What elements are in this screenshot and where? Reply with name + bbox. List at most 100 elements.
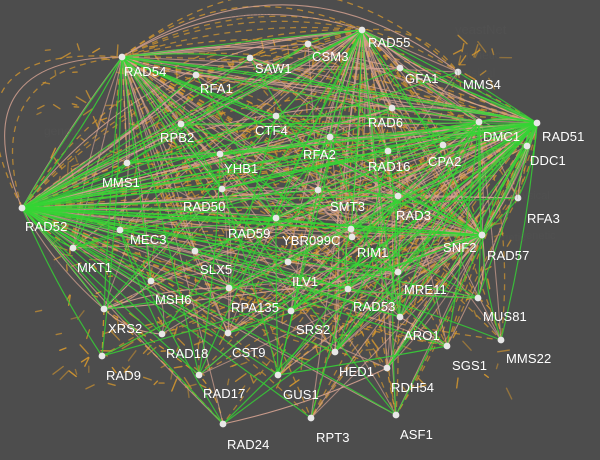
edge-genetic (458, 55, 467, 66)
graph-node[interactable] (394, 192, 402, 200)
edge-genetic (402, 124, 408, 130)
graph-node[interactable] (443, 342, 451, 350)
edge-genetic (52, 103, 61, 110)
graph-node[interactable] (18, 204, 26, 212)
graph-node[interactable] (514, 194, 522, 202)
edge-genetic (374, 350, 381, 364)
graph-node[interactable] (474, 294, 482, 302)
edge-yeastnet (481, 122, 538, 236)
edge-genetic (458, 55, 462, 66)
edge-yeastnet (21, 207, 352, 230)
graph-node[interactable] (246, 54, 254, 62)
graph-node[interactable] (219, 420, 227, 428)
edge-yeastnet (21, 207, 163, 335)
edge-genetic (121, 15, 459, 73)
graph-node[interactable] (147, 277, 155, 285)
graph-node[interactable] (191, 247, 199, 255)
edge-genetic (123, 365, 131, 373)
graph-node[interactable] (224, 329, 232, 337)
edge-physical (275, 115, 353, 238)
graph-node[interactable] (384, 147, 392, 155)
edge-genetic (399, 122, 538, 318)
graph-node[interactable] (348, 233, 356, 241)
edge-genetic (417, 384, 427, 388)
graph-node[interactable] (69, 244, 77, 252)
graph-node[interactable] (287, 307, 295, 315)
graph-node[interactable] (274, 371, 282, 379)
graph-node[interactable] (358, 26, 366, 34)
graph-node[interactable] (272, 112, 280, 120)
graph-node[interactable] (394, 268, 402, 276)
graph-node[interactable] (98, 352, 106, 360)
graph-node[interactable] (195, 371, 203, 379)
graph-node[interactable] (158, 330, 166, 338)
edge-yeastnet (21, 150, 389, 209)
graph-node[interactable] (439, 141, 447, 149)
graph-node[interactable] (284, 258, 292, 266)
edge-yeastnet (329, 136, 483, 236)
edge-genetic (484, 266, 492, 271)
graph-node[interactable] (497, 336, 505, 344)
graph-node[interactable] (304, 40, 312, 48)
edge-genetic (464, 73, 476, 81)
graph-node[interactable] (177, 120, 185, 128)
edge-physical (287, 261, 397, 416)
edge-physical (307, 43, 319, 191)
edge-genetic (471, 49, 481, 56)
graph-node[interactable] (388, 104, 396, 112)
edge-yeastnet (198, 236, 353, 376)
graph-node[interactable] (218, 185, 226, 193)
edge-genetic (76, 310, 85, 320)
edge-yeastnet (121, 56, 277, 219)
edge-physical (195, 29, 363, 76)
edge-yeastnet (277, 345, 448, 376)
edge-yeastnet (198, 29, 363, 376)
graph-node[interactable] (307, 414, 315, 422)
edge-yeastnet (121, 56, 223, 190)
graph-node[interactable] (396, 313, 404, 321)
graph-node[interactable] (225, 284, 233, 292)
graph-node[interactable] (478, 231, 486, 239)
edge-genetic (263, 90, 269, 96)
graph-node[interactable] (216, 150, 224, 158)
edge-genetic (92, 264, 98, 270)
edge-yeastnet (126, 152, 221, 164)
edge-genetic (37, 104, 45, 110)
edge-genetic (452, 49, 463, 55)
graph-node[interactable] (392, 411, 400, 419)
graph-node[interactable] (533, 119, 541, 127)
graph-node[interactable] (475, 118, 483, 126)
edge-genetic (371, 339, 379, 349)
edge-genetic (199, 384, 207, 389)
edge-genetic (55, 332, 63, 336)
graph-node[interactable] (347, 225, 355, 233)
edge-yeastnet (387, 150, 401, 318)
edge-genetic (506, 239, 512, 247)
edge-yeastnet (21, 56, 123, 209)
edge-yeastnet (399, 121, 480, 318)
graph-node[interactable] (123, 159, 131, 167)
edge-genetic (308, 171, 319, 180)
graph-node[interactable] (331, 348, 339, 356)
edge-genetic (251, 298, 256, 309)
edge-genetic (310, 234, 483, 419)
edge-genetic (71, 103, 78, 106)
edge-genetic (85, 89, 92, 100)
graph-node[interactable] (383, 364, 391, 372)
graph-node[interactable] (116, 226, 124, 234)
graph-node[interactable] (454, 68, 462, 76)
graph-node[interactable] (396, 64, 404, 72)
graph-node[interactable] (192, 71, 200, 79)
edge-yeastnet (334, 121, 480, 353)
graph-node[interactable] (344, 285, 352, 293)
edge-yeastnet (307, 43, 389, 152)
graph-node[interactable] (100, 305, 108, 313)
edge-genetic (59, 370, 70, 381)
graph-node[interactable] (523, 142, 531, 150)
edge-genetic (183, 377, 192, 390)
graph-node[interactable] (118, 53, 126, 61)
graph-node[interactable] (326, 133, 334, 141)
graph-node[interactable] (272, 214, 280, 222)
graph-node[interactable] (314, 186, 322, 194)
